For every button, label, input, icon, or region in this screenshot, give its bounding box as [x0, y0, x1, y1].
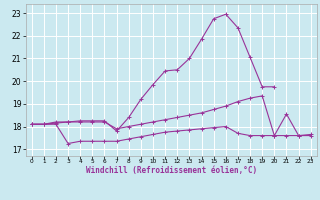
X-axis label: Windchill (Refroidissement éolien,°C): Windchill (Refroidissement éolien,°C): [86, 166, 257, 175]
